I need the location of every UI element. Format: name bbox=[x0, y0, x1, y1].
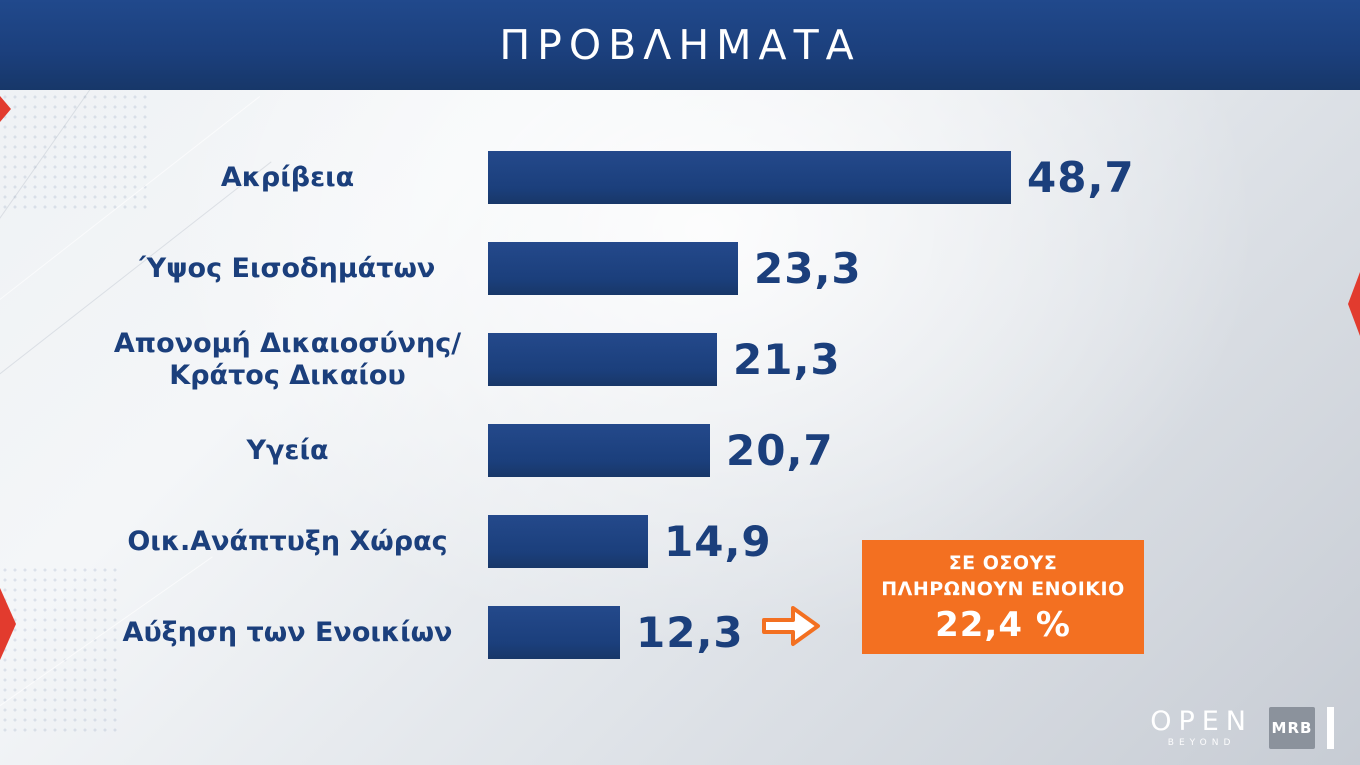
bar-value: 48,7 bbox=[1027, 153, 1135, 202]
decor-red-triangle-top-left bbox=[0, 96, 11, 122]
mrb-logo: MRB bbox=[1269, 707, 1315, 749]
bar bbox=[488, 424, 710, 477]
open-logo-text: OPEN bbox=[1150, 706, 1253, 737]
callout-arrow-icon bbox=[762, 606, 820, 646]
title-bar: ΠΡΟΒΛΗΜΑΤΑ bbox=[0, 0, 1360, 90]
open-logo: OPEN BEYOND bbox=[1150, 708, 1253, 748]
bar-value: 14,9 bbox=[664, 517, 772, 566]
bar-value: 23,3 bbox=[754, 244, 862, 293]
bar-label: Απονομή Δικαιοσύνης/ Κράτος Δικαίου bbox=[113, 328, 462, 391]
bar-label: Ακρίβεια bbox=[220, 161, 355, 193]
bar-label: Αύξηση των Ενοικίων bbox=[122, 616, 453, 648]
decor-white-bar bbox=[1327, 707, 1334, 749]
callout-line-2: ΠΛΗΡΩΝΟΥΝ ΕΝΟΙΚΙΟ bbox=[881, 577, 1125, 600]
bar-row: Οικ.Ανάπτυξη Χώρας 14,9 bbox=[0, 496, 1360, 587]
bar-label: Υγεία bbox=[246, 434, 329, 466]
bar-label: Οικ.Ανάπτυξη Χώρας bbox=[127, 525, 448, 557]
bar-value: 12,3 bbox=[636, 608, 744, 657]
bar-value: 20,7 bbox=[726, 426, 834, 475]
bar bbox=[488, 606, 620, 659]
bar-row: Ύψος Εισοδημάτων 23,3 bbox=[0, 223, 1360, 314]
bar-rows: Ακρίβεια 48,7 Ύψος Εισοδημάτων 23,3 Απον… bbox=[0, 132, 1360, 678]
bar-chart: Ακρίβεια 48,7 Ύψος Εισοδημάτων 23,3 Απον… bbox=[0, 132, 1360, 678]
bar-label: Ύψος Εισοδημάτων bbox=[139, 252, 436, 284]
bar-row: Ακρίβεια 48,7 bbox=[0, 132, 1360, 223]
bar bbox=[488, 515, 648, 568]
page-title: ΠΡΟΒΛΗΜΑΤΑ bbox=[499, 21, 861, 69]
callout-value: 22,4 % bbox=[935, 605, 1071, 646]
footer-logos: OPEN BEYOND MRB bbox=[1150, 707, 1334, 749]
callout-line-1: ΣΕ ΟΣΟΥΣ bbox=[948, 552, 1058, 574]
bar-row: Αύξηση των Ενοικίων 12,3 bbox=[0, 587, 1360, 678]
open-logo-subtext: BEYOND bbox=[1167, 738, 1236, 748]
callout-box: ΣΕ ΟΣΟΥΣ ΠΛΗΡΩΝΟΥΝ ΕΝΟΙΚΙΟ 22,4 % bbox=[862, 540, 1144, 654]
bar-value: 21,3 bbox=[733, 335, 841, 384]
bar-row: Απονομή Δικαιοσύνης/ Κράτος Δικαίου 21,3 bbox=[0, 314, 1360, 405]
bar bbox=[488, 242, 738, 295]
bar bbox=[488, 151, 1011, 204]
bar bbox=[488, 333, 717, 386]
bar-row: Υγεία 20,7 bbox=[0, 405, 1360, 496]
